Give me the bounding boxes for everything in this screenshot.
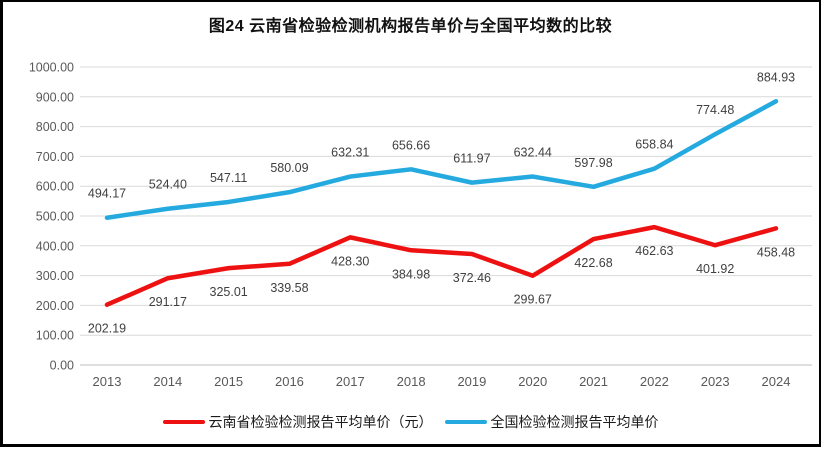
- y-tick-label: 200.00: [36, 299, 74, 313]
- x-tick-label: 2023: [701, 374, 730, 389]
- chart-title: 图24 云南省检验检测机构报告单价与全国平均数的比较: [208, 18, 613, 35]
- x-tick-label: 2014: [153, 374, 182, 389]
- x-tick-label: 2021: [579, 374, 608, 389]
- data-label: 291.17: [149, 295, 187, 309]
- x-tick-label: 2019: [457, 374, 486, 389]
- data-label: 656.66: [392, 138, 430, 152]
- gridlines: [80, 66, 812, 366]
- data-label: 524.40: [149, 178, 187, 192]
- y-tick-label: 1000.00: [29, 61, 74, 75]
- data-label: 774.48: [696, 103, 734, 117]
- x-tick-label: 2013: [93, 374, 122, 389]
- data-label: 428.30: [331, 254, 369, 268]
- data-labels: 202.19 291.17 325.01 339.58 428.30 384.98 372.…: [88, 70, 795, 335]
- y-tick-label: 400.00: [36, 239, 74, 253]
- data-label: 580.09: [270, 161, 308, 175]
- y-tick-label: 800.00: [36, 120, 74, 134]
- legend-line-swatch-national: [444, 419, 487, 425]
- series-line-0: [104, 224, 779, 307]
- data-label: 658.84: [635, 138, 673, 152]
- data-label: 494.17: [88, 187, 126, 201]
- data-label: 632.31: [331, 146, 369, 160]
- legend-label-yunnan: 云南省检验检测报告平均单价（元）: [208, 414, 433, 430]
- y-tick-label: 0.00: [50, 359, 74, 373]
- data-label: 884.93: [757, 70, 795, 84]
- data-label: 632.44: [514, 146, 552, 160]
- x-tick-label: 2024: [762, 374, 791, 389]
- legend-label-national: 全国检验检测报告平均单价: [490, 414, 659, 430]
- y-tick-label: 100.00: [36, 329, 74, 343]
- x-axis-labels: 2013 2014 2015 2016 2017 2018 2019 2020 2021 2022…: [93, 374, 791, 389]
- x-tick-label: 2018: [397, 374, 426, 389]
- data-label: 611.97: [453, 152, 490, 166]
- data-label: 462.63: [635, 244, 673, 258]
- data-label: 372.46: [453, 271, 491, 285]
- data-label: 458.48: [757, 245, 795, 259]
- data-label: 202.19: [88, 322, 126, 336]
- data-label: 597.98: [574, 156, 612, 170]
- chart-legend: 云南省检验检测报告平均单价（元） 全国检验检测报告平均单价: [0, 409, 821, 435]
- legend-item-national: 全国检验检测报告平均单价: [444, 412, 659, 432]
- x-tick-label: 2017: [336, 374, 365, 389]
- data-label: 339.58: [270, 281, 308, 295]
- data-label: 422.68: [574, 256, 612, 270]
- data-label: 325.01: [210, 285, 248, 299]
- x-tick-label: 2015: [214, 374, 243, 389]
- y-tick-label: 900.00: [36, 90, 74, 104]
- y-tick-label: 300.00: [36, 269, 74, 283]
- series-line-1: [104, 99, 779, 220]
- y-tick-label: 500.00: [36, 210, 74, 224]
- data-label: 384.98: [392, 267, 430, 281]
- y-tick-label: 600.00: [36, 180, 74, 194]
- series-lines: [104, 99, 779, 307]
- x-tick-label: 2022: [640, 374, 669, 389]
- x-tick-label: 2016: [275, 374, 304, 389]
- data-label: 401.92: [696, 262, 734, 276]
- legend-item-yunnan: 云南省检验检测报告平均单价（元）: [162, 412, 433, 432]
- legend-line-swatch-yunnan: [162, 419, 205, 425]
- data-label: 299.67: [514, 293, 552, 307]
- y-tick-label: 700.00: [36, 150, 74, 164]
- data-label: 547.11: [210, 171, 247, 185]
- x-tick-label: 2020: [518, 374, 547, 389]
- y-axis-labels: 0.00 100.00 200.00 300.00 400.00 500.00 600.00…: [29, 61, 74, 373]
